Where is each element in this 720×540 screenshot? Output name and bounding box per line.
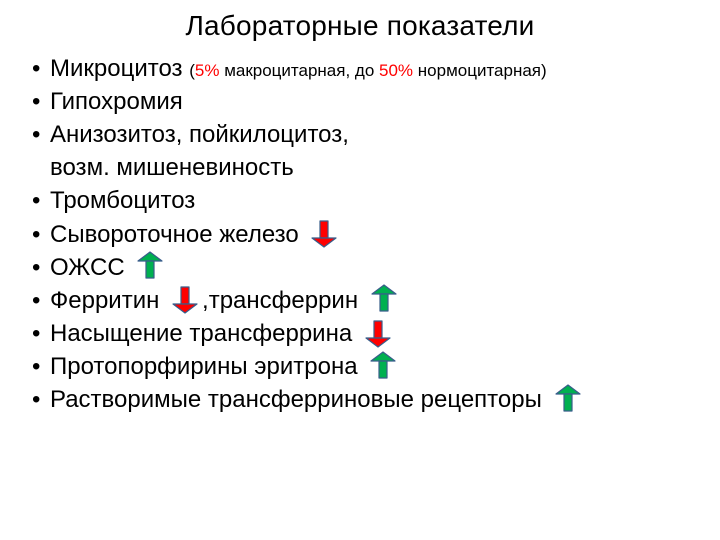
- slide-title: Лабораторные показатели: [28, 10, 692, 42]
- slide: Лабораторные показатели Микроцитоз (5% м…: [0, 0, 720, 540]
- arrow-down-icon: [361, 318, 395, 348]
- item-protoporphyrins: Протопорфирины эритрона: [28, 350, 692, 383]
- stfr-label: Растворимые трансферриновые рецепторы: [50, 386, 542, 413]
- pct-50: 50%: [379, 61, 413, 80]
- item-serum-iron: Сывороточное железо: [28, 218, 692, 251]
- bullet-list-2: Тромбоцитоз Сывороточное железо ОЖСС Фер…: [28, 184, 692, 416]
- item-stfr: Растворимые трансферриновые рецепторы: [28, 383, 692, 416]
- item-ferritin: Ферритин ,трансферрин: [28, 284, 692, 317]
- item-tibc: ОЖСС: [28, 251, 692, 284]
- transferrin-label: ,трансферрин: [202, 287, 358, 314]
- item-hypochromia: Гипохромия: [28, 85, 692, 118]
- mid-text: макроцитарная, до: [219, 61, 379, 80]
- microcytosis-prefix: Микроцитоз: [50, 55, 189, 82]
- tibc-label: ОЖСС: [50, 254, 125, 281]
- arrow-up-icon: [551, 384, 585, 414]
- item-microcytosis: Микроцитоз (5% макроцитарная, до 50% нор…: [28, 52, 692, 85]
- ferritin-label: Ферритин: [50, 287, 159, 314]
- item-thrombocytosis: Тромбоцитоз: [28, 184, 692, 217]
- protoporphyrins-label: Протопорфирины эритрона: [50, 353, 358, 380]
- item-anisocytosis-cont: возм. мишеневиность: [28, 151, 692, 184]
- serum-iron-label: Сывороточное железо: [50, 221, 299, 248]
- arrow-up-icon: [367, 284, 401, 314]
- transferrin-sat-label: Насыщение трансферрина: [50, 320, 352, 347]
- bullet-list: Микроцитоз (5% макроцитарная, до 50% нор…: [28, 52, 692, 151]
- arrow-up-icon: [133, 251, 167, 281]
- item-transferrin-sat: Насыщение трансферрина: [28, 317, 692, 350]
- arrow-down-icon: [307, 218, 341, 248]
- pct-5: 5%: [195, 61, 220, 80]
- arrow-up-icon: [366, 351, 400, 381]
- arrow-down-icon: [168, 284, 202, 314]
- microcytosis-detail: (5% макроцитарная, до 50% нормоцитарная): [189, 61, 546, 80]
- tail-text: нормоцитарная): [413, 61, 547, 80]
- item-anisocytosis: Анизозитоз, пойкилоцитоз,: [28, 118, 692, 151]
